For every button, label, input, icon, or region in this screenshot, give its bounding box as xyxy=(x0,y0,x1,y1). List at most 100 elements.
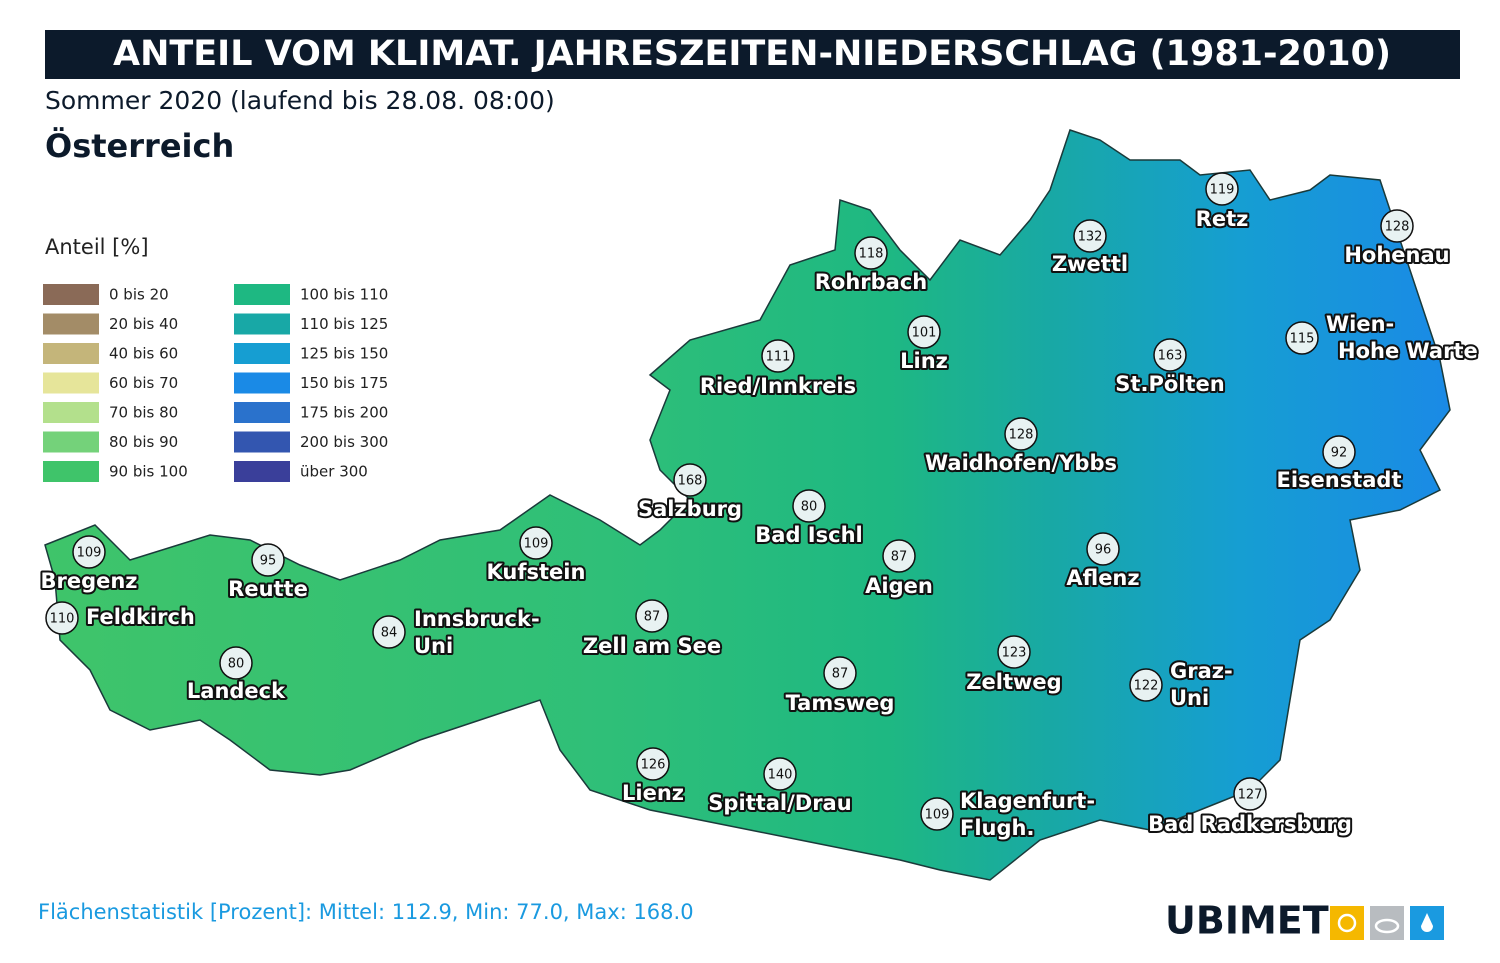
station-value: 80 xyxy=(801,500,818,515)
station-marker xyxy=(1322,435,1356,469)
station-name: Ried/Innkreis xyxy=(700,374,856,398)
station-value: 96 xyxy=(1095,543,1112,558)
subtitle: Sommer 2020 (laufend bis 28.08. 08:00) xyxy=(45,86,555,115)
station-marker xyxy=(1153,338,1187,372)
station-name: Waidhofen/Ybbs xyxy=(925,451,1117,475)
station-marker xyxy=(854,236,888,270)
legend-swatch xyxy=(43,284,99,305)
logo-icons xyxy=(1330,906,1444,940)
station-name: Spittal/Drau xyxy=(708,791,851,815)
station-value: 109 xyxy=(925,808,950,823)
station-value: 122 xyxy=(1134,679,1159,694)
station-name: Feldkirch xyxy=(86,605,195,629)
station-marker xyxy=(636,747,670,781)
station-name: Salzburg xyxy=(638,497,742,521)
legend-label: 0 bis 20 xyxy=(109,286,169,304)
station-value: 115 xyxy=(1290,332,1315,347)
station-marker xyxy=(761,339,795,373)
station-marker xyxy=(882,539,916,573)
station-name: Hohe Warte xyxy=(1338,339,1478,363)
station-value: 132 xyxy=(1078,230,1103,245)
station-value: 92 xyxy=(1331,446,1348,461)
station-marker xyxy=(1380,209,1414,243)
legend-label: über 300 xyxy=(300,463,368,481)
station-name: St.Pölten xyxy=(1115,372,1224,396)
station-marker xyxy=(519,526,553,560)
station-marker xyxy=(920,797,954,831)
station-value: 123 xyxy=(1002,646,1027,661)
station-value: 95 xyxy=(260,554,277,569)
station-value: 84 xyxy=(381,626,398,641)
station-marker xyxy=(823,656,857,690)
legend-label: 100 bis 110 xyxy=(300,286,388,304)
station-name: Aflenz xyxy=(1066,566,1139,590)
station-name: Wien- xyxy=(1326,312,1394,336)
station-marker xyxy=(1129,668,1163,702)
austria-shape xyxy=(44,129,1451,881)
legend-label: 90 bis 100 xyxy=(109,463,188,481)
station-marker xyxy=(792,489,826,523)
legend-label: 70 bis 80 xyxy=(109,404,178,422)
station-marker xyxy=(1285,321,1319,355)
station-value: 87 xyxy=(832,667,849,682)
station-marker xyxy=(219,646,253,680)
station-value: 163 xyxy=(1158,349,1183,364)
station-name: Innsbruck- xyxy=(414,607,540,631)
station-marker xyxy=(1205,172,1239,206)
station-name: Klagenfurt- xyxy=(960,789,1095,813)
station-name: Hohenau xyxy=(1344,243,1449,267)
station-value: 126 xyxy=(641,758,666,773)
logo-text: UBIMET xyxy=(1165,899,1329,943)
station-name: Lienz xyxy=(622,781,684,805)
station-name: Uni xyxy=(414,634,453,658)
legend-swatch xyxy=(43,313,99,335)
station-name: Zwettl xyxy=(1052,252,1128,276)
station-marker xyxy=(763,757,797,791)
station-marker xyxy=(1086,532,1120,566)
station-marker xyxy=(45,601,79,635)
station-name: Zell am See xyxy=(583,634,721,658)
station-value: 80 xyxy=(228,657,245,672)
region: Österreich xyxy=(45,127,234,165)
legend-label: 125 bis 150 xyxy=(300,345,388,363)
title-bar xyxy=(45,30,1460,79)
legend-swatch xyxy=(43,343,99,364)
station-name: Tamsweg xyxy=(786,691,895,715)
station-name: Uni xyxy=(1170,686,1209,710)
legend-swatch xyxy=(234,313,290,335)
legend-swatch xyxy=(234,461,290,482)
legend-label: 150 bis 175 xyxy=(300,374,388,392)
station-name: Eisenstadt xyxy=(1276,468,1401,492)
legend-swatch xyxy=(43,461,99,482)
station-name: Bad Radkersburg xyxy=(1148,812,1352,836)
legend-swatch xyxy=(234,284,290,305)
station-marker xyxy=(372,615,406,649)
legend-label: 20 bis 40 xyxy=(109,315,178,333)
station-value: 109 xyxy=(524,537,549,552)
station-value: 87 xyxy=(644,610,661,625)
legend-title: Anteil [%] xyxy=(45,235,149,259)
station-marker xyxy=(673,463,707,497)
station-name: Kufstein xyxy=(487,560,586,584)
title: ANTEIL VOM KLIMAT. JAHRESZEITEN-NIEDERSC… xyxy=(113,34,1391,74)
footer-statistics: Flächenstatistik [Prozent]: Mittel: 112.… xyxy=(38,900,694,924)
station-value: 168 xyxy=(678,474,703,489)
legend-label: 80 bis 90 xyxy=(109,433,178,451)
station-value: 119 xyxy=(1210,183,1235,198)
legend-label: 175 bis 200 xyxy=(300,404,388,422)
legend-swatch xyxy=(234,372,290,394)
station-value: 87 xyxy=(891,550,908,565)
station-name: Graz- xyxy=(1170,659,1233,683)
station-marker xyxy=(997,635,1031,669)
station-marker xyxy=(251,543,285,577)
station-name: Retz xyxy=(1196,207,1249,231)
station-value: 101 xyxy=(912,326,937,341)
station-name: Flugh. xyxy=(960,816,1034,840)
station-marker xyxy=(1073,219,1107,253)
legend-swatch xyxy=(43,372,99,394)
station-value: 118 xyxy=(859,247,884,262)
station-marker xyxy=(1004,417,1038,451)
station-value: 109 xyxy=(77,546,102,561)
